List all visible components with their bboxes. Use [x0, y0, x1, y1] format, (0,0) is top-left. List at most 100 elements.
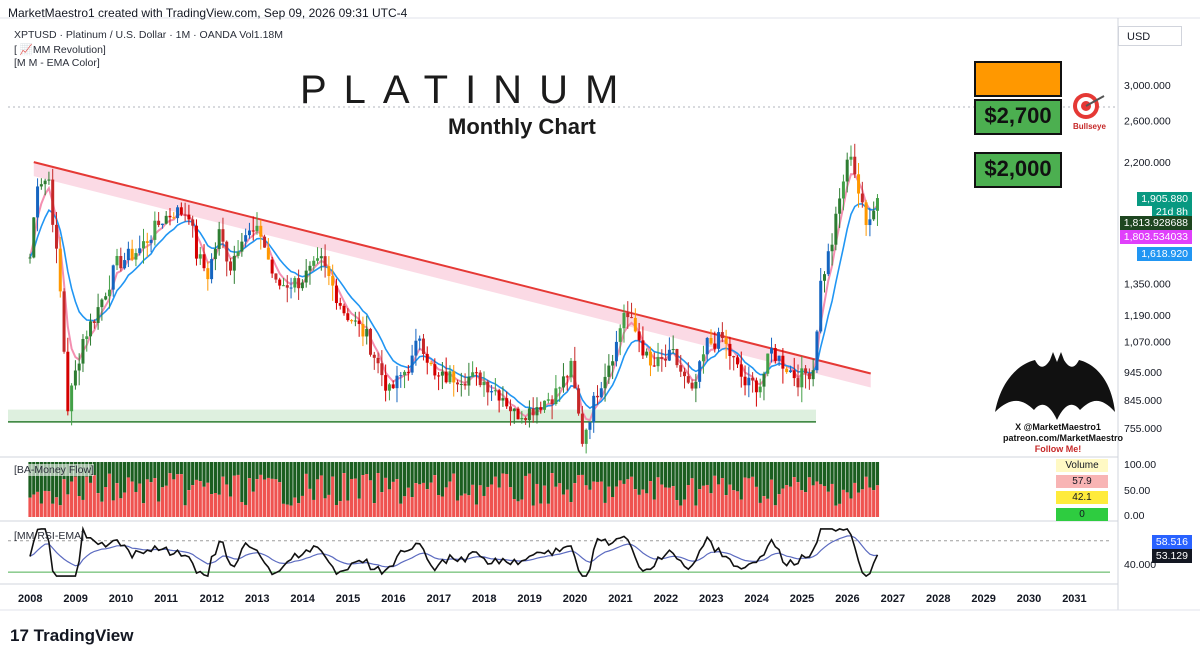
candle-body — [807, 373, 811, 380]
mf-bar-red — [463, 493, 467, 517]
year-tick: 2008 — [18, 593, 42, 605]
mf-bar-green — [293, 462, 297, 498]
money-flow-title[interactable]: [BA-Money Flow] — [14, 464, 94, 476]
mf-bar-red — [872, 490, 876, 517]
candle-body — [497, 390, 501, 401]
mf-bar-green — [191, 462, 195, 486]
candle-body — [474, 372, 478, 374]
candle-body — [418, 338, 422, 341]
mf-bar-green — [531, 462, 535, 506]
mf-bar-green — [66, 462, 70, 495]
candle-body — [739, 364, 743, 377]
candle-body — [701, 354, 705, 362]
mf-bar-red — [830, 483, 834, 517]
mf-cell-1: 57.9 — [1056, 475, 1108, 488]
mf-bar-green — [194, 462, 199, 480]
candle-body — [160, 223, 164, 225]
mf-bar-red — [433, 475, 437, 517]
mf-bar-red — [285, 504, 289, 517]
candle-body — [826, 251, 830, 275]
bullseye-label: Bullseye — [1073, 122, 1106, 131]
tradingview-logo[interactable]: 17 TradingView — [10, 626, 133, 646]
price-tick: 945.000 — [1124, 367, 1162, 379]
candle-body — [323, 256, 327, 267]
mf-bar-red — [819, 484, 823, 517]
mf-bar-green — [54, 462, 59, 498]
candle-body — [202, 254, 206, 269]
candle-body — [395, 375, 399, 389]
candle-body — [32, 217, 36, 258]
candle-body — [183, 214, 187, 216]
mf-bar-red — [126, 477, 130, 517]
mf-bar-green — [607, 462, 611, 487]
rsi-title[interactable]: [MM RSI-EMA] — [14, 530, 84, 542]
mf-bar-green — [535, 462, 539, 484]
mf-bar-red — [357, 498, 361, 517]
year-tick: 2016 — [381, 593, 405, 605]
candle-body — [157, 220, 161, 225]
mf-bar-green — [175, 462, 180, 475]
candle-body — [732, 356, 736, 358]
indicator-mm-revolution[interactable]: [ 📈MM Revolution] — [14, 44, 106, 56]
candle-body — [263, 236, 267, 248]
candle-body — [535, 407, 539, 416]
mf-bar-red — [467, 495, 471, 517]
candle-body — [353, 320, 357, 322]
mf-bar-red — [629, 476, 634, 517]
mf-bar-green — [213, 462, 217, 494]
candle-body — [319, 256, 323, 259]
mf-bar-red — [508, 487, 513, 517]
mf-bar-green — [35, 462, 40, 492]
mf-bar-red — [671, 486, 675, 517]
mf-bar-red — [153, 478, 157, 517]
mf-bar-green — [811, 462, 815, 486]
year-tick: 2011 — [154, 593, 178, 605]
mf-bar-green — [353, 462, 357, 479]
candle-body — [153, 220, 157, 240]
candle-body — [168, 215, 172, 218]
candle-body — [107, 289, 111, 297]
bullseye-icon — [1073, 93, 1105, 119]
candle-body — [709, 337, 713, 344]
candle-body — [747, 377, 751, 386]
candle-body — [448, 371, 452, 383]
mf-bar-red — [641, 489, 645, 517]
symbol-line[interactable]: XPTUSD · Platinum / U.S. Dollar · 1M · O… — [14, 29, 283, 41]
mf-bar-red — [524, 475, 528, 517]
trendline — [33, 161, 871, 388]
mf-bar-green — [664, 462, 668, 488]
price-tick: 2,200.000 — [1124, 157, 1171, 169]
mf-bar-red — [387, 489, 392, 517]
mf-bar-green — [410, 462, 414, 498]
candle-body — [785, 368, 789, 373]
candle-body — [225, 241, 229, 262]
candle-body — [698, 361, 702, 382]
candle-body — [543, 400, 547, 410]
mf-bar-red — [705, 484, 709, 517]
mf-bar-green — [735, 462, 740, 492]
mf-bar-green — [868, 462, 872, 488]
mf-bar-red — [474, 504, 479, 517]
candle-body — [463, 384, 467, 386]
candle-body — [255, 225, 259, 232]
mf-bar-green — [357, 462, 361, 499]
mf-bar-red — [266, 477, 270, 517]
candle-body — [361, 323, 365, 337]
price-pill-ema-3: 1,618.920 — [1137, 247, 1192, 261]
currency-selector[interactable]: USD — [1118, 26, 1182, 46]
mf-bar-red — [758, 502, 762, 517]
bat-logo-icon — [995, 352, 1115, 420]
mf-bar-red — [77, 496, 81, 517]
mf-bar-green — [319, 462, 323, 476]
indicator-ema-color[interactable]: [M M - EMA Color] — [14, 57, 100, 69]
candle-body — [244, 235, 248, 242]
mf-bar-green — [838, 462, 842, 504]
year-tick: 2015 — [336, 593, 360, 605]
mf-bar-red — [588, 489, 592, 517]
mf-bar-red — [633, 489, 637, 517]
mf-bar-green — [384, 462, 388, 478]
mf-bar-red — [690, 478, 694, 517]
candle-body — [452, 371, 456, 383]
candle-body — [456, 382, 460, 385]
candle-body — [550, 399, 554, 404]
